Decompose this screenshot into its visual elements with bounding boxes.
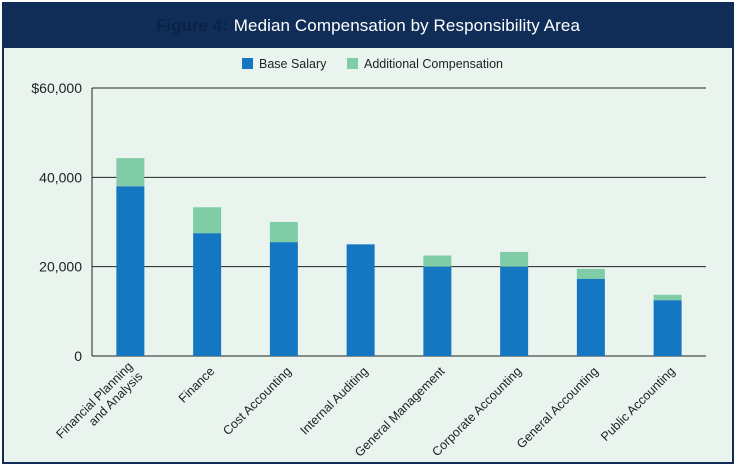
bar-additional-compensation [576,268,605,279]
x-tick-label: Finance [176,364,217,405]
x-tick-label-line: General Accounting [514,364,601,451]
bar-base-salary [116,186,145,356]
bar-additional-compensation [653,294,682,301]
figure-header: Figure 4: Median Compensation by Respons… [4,4,732,48]
figure-label: Figure 4: [155,16,228,35]
bar-base-salary [423,266,452,356]
bar-additional-compensation [193,207,222,234]
x-tick-label: Corporate Accounting [429,364,524,459]
bar-base-salary [500,266,529,356]
bar-base-salary [269,242,298,356]
y-tick-label: 40,000 [39,169,82,185]
x-tick-label-line: Internal Auditing [297,364,370,437]
bar-base-salary [576,278,605,356]
x-tick-label-line: Public Accounting [598,364,678,444]
legend-label-base-salary: Base Salary [259,57,327,71]
bar-additional-compensation [423,255,452,267]
x-tick-label: Public Accounting [598,364,678,444]
legend-label-additional-compensation: Additional Compensation [364,57,503,71]
bar-additional-compensation [500,251,529,267]
bar-base-salary [193,233,222,356]
y-tick-label: $60,000 [31,80,82,96]
y-tick-label: 20,000 [39,259,82,275]
legend-swatch-base-salary [242,58,253,69]
figure-title: Median Compensation by Responsibility Ar… [233,16,581,35]
x-tick-label: Financial Planningand Analysis [53,359,145,451]
x-tick-label-line: Cost Accounting [220,364,294,438]
x-tick-label: Cost Accounting [220,364,294,438]
bar-additional-compensation [116,158,145,187]
legend-swatch-additional-compensation [347,58,358,69]
bar-base-salary [653,300,682,356]
bar-additional-compensation [269,222,298,243]
x-tick-label-line: Corporate Accounting [429,364,524,459]
y-tick-label: 0 [74,348,82,364]
x-tick-label: Internal Auditing [297,364,370,437]
bar-base-salary [346,244,375,356]
x-tick-label-line: Finance [176,364,217,405]
x-tick-label: General Accounting [514,364,601,451]
